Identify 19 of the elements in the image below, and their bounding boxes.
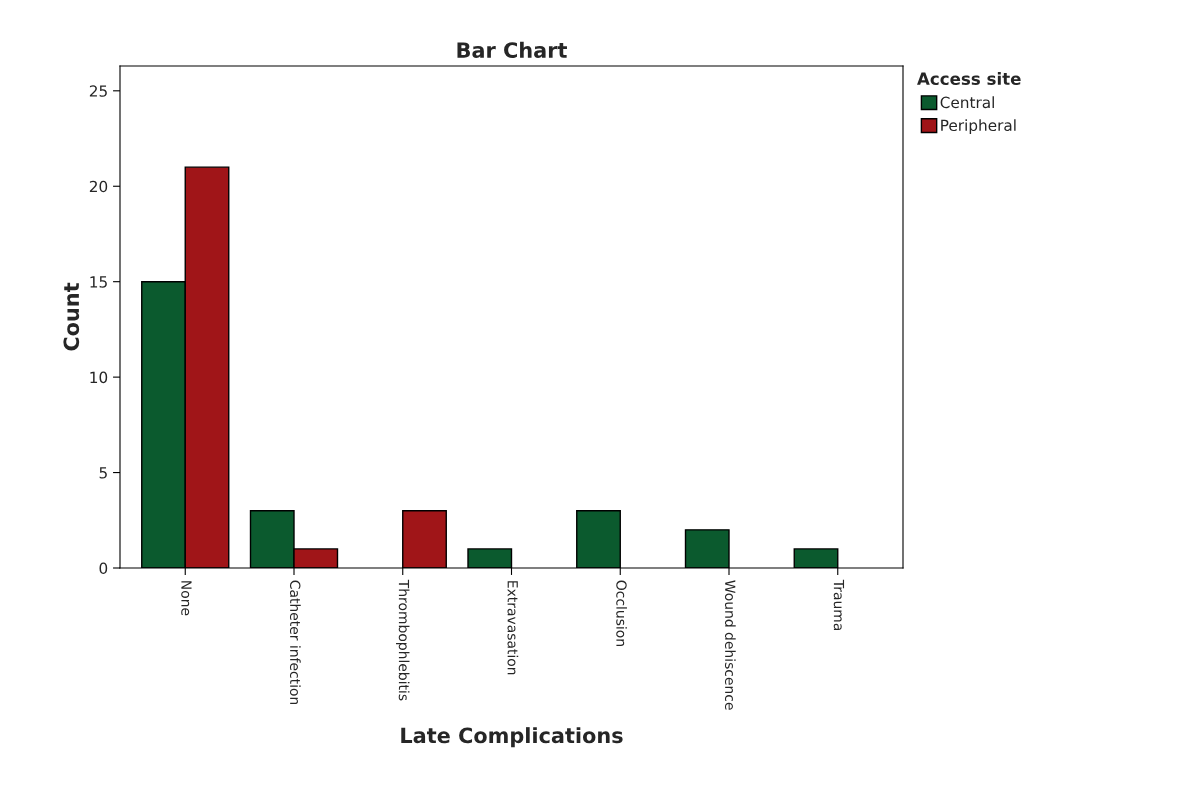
x-tick-label: None — [181, 581, 192, 616]
y-tick-label: 5 — [99, 467, 107, 479]
y-tick-label: 0 — [99, 562, 108, 575]
y-tick-label: 25 — [89, 85, 107, 97]
y-axis-title: Count — [63, 282, 80, 351]
x-axis-title: Late Complications — [401, 727, 623, 748]
x-tick-label: Trauma — [833, 579, 845, 631]
y-tick-label: 20 — [89, 180, 108, 193]
y-tick-label: 15 — [90, 276, 107, 288]
x-tick-label: Extravasation — [507, 581, 519, 675]
x-tick-label: Wound dehiscence — [724, 580, 736, 710]
legend-label: Peripheral — [941, 119, 1016, 135]
x-tick-label: Catheter infection — [289, 580, 301, 705]
legend-label: Central — [940, 96, 994, 109]
legend-title: Access site — [917, 72, 1021, 86]
x-tick-label: Thrombophlebitis — [396, 579, 410, 701]
chart-title: Bar Chart — [457, 41, 567, 58]
y-tick-label: 10 — [90, 371, 108, 384]
x-tick-label: Occlusion — [616, 580, 627, 646]
